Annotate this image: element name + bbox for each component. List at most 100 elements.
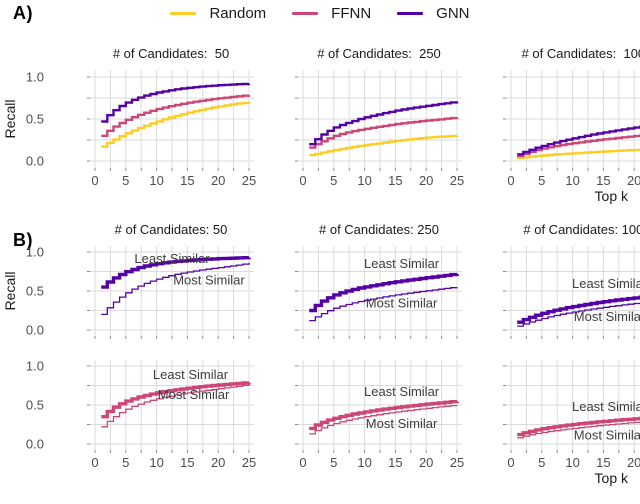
series-most-similar [517,302,640,327]
x-tick-label: 20 [210,173,226,188]
chart-svg: Least Similar Most Similar [295,360,462,453]
legend-line-ffnn-icon [292,11,319,16]
legend: Random FFNN GNN [0,5,640,22]
x-tick-label: 15 [596,173,611,188]
panel-b-ffnn-charts: 1.0 0.5 0.0 Least Similar Most Similar 0 5 10 15… [0,358,640,470]
series-most-similar [309,404,458,435]
legend-line-random-icon [170,11,197,16]
x-tick-label: 15 [388,455,403,470]
x-tick-label: 25 [241,455,257,470]
x-tick-label: 15 [388,173,403,188]
panel-b-gnn-charts: Recall 1.0 0.5 0.0 # of Candidates: 50 Least … [0,218,640,340]
legend-label-ffnn: FFNN [331,5,372,22]
series-gnn [309,101,459,146]
series-most-similar [309,287,458,322]
annotation-least-similar: Least Similar [364,256,440,271]
legend-item-gnn: GNN [397,5,470,22]
x-axis-label-b: Top k [594,470,628,486]
annotation-most-similar: Most Similar [158,387,230,402]
legend-label-gnn: GNN [436,5,470,22]
y-tick-label: 1.0 [25,358,44,374]
x-tick-label: 25 [449,173,465,188]
chart-svg [295,70,462,171]
facet-title: # of Candidates: 1000 [523,222,640,237]
x-tick-label: 10 [149,173,164,188]
legend-line-gnn-icon [397,11,424,16]
x-tick-label: 5 [538,455,546,470]
annotation-least-similar: Least Similar [572,399,640,414]
x-tick-label: 25 [449,455,465,470]
y-tick-label: 0.5 [25,283,44,299]
facet-title: # of Candidates: 250 [317,46,441,61]
x-tick-label: 20 [418,455,434,470]
chart-svg: Least Similar Most Similar [503,246,640,339]
series-least-similar [309,400,459,431]
annotation-most-similar: Most Similar [574,428,640,443]
facet-b-ffnn-0: Least Similar Most Similar 0 5 10 15 20 25 [86,360,256,470]
facet-title: # of Candidates: 50 [114,222,228,237]
panel-b-label: B) [13,230,33,250]
annotation-most-similar: Most Similar [574,309,640,324]
facet-a-1: # of Candidates: 250 0 5 10 15 20 25 [294,42,464,188]
x-tick-label: 10 [565,455,580,470]
y-tick-label: 1.0 [25,69,44,85]
series-gnn [517,125,640,156]
facet-b-gnn-2: # of Candidates: 1000 Least Similar Most S… [502,218,640,340]
y-axis-gutter: Recall 1.0 0.5 0.0 [0,218,48,340]
chart-svg: Least Similar Most Similar [87,360,254,453]
series-least-similar [517,295,640,324]
series-random [101,101,251,148]
panel-a-label: A) [13,3,33,23]
x-tick-label: 20 [626,455,640,470]
x-axis-label-a: Top k [594,188,628,204]
x-tick-label: 5 [122,173,130,188]
x-tick-label: 0 [91,455,99,470]
legend-item-random: Random [170,5,266,22]
y-axis-gutter: Recall 1.0 0.5 0.0 [0,42,48,188]
y-tick-label: 0.0 [25,153,44,169]
facet-title: # of Candidates: 1000 [521,46,640,61]
annotation-least-similar: Least Similar [364,384,440,399]
annotation-least-similar: Least Similar [153,367,229,382]
annotation-most-similar: Most Similar [366,416,438,431]
x-tick-label: 20 [626,173,640,188]
annotation-least-similar: Least Similar [572,276,640,291]
x-tick-label: 20 [418,173,434,188]
annotation-least-similar: Least Similar [134,251,210,266]
series-least-similar [309,272,459,313]
chart-svg: Least Similar Most Similar [295,246,462,339]
y-axis-gutter: 1.0 0.5 0.0 [0,358,48,470]
facet-title: # of Candidates: 250 [319,222,439,237]
legend-item-ffnn: FFNN [292,5,371,22]
series-least-similar [101,381,251,419]
x-tick-label: 15 [596,455,611,470]
y-tick-label: 0.5 [25,397,44,413]
x-tick-label: 15 [180,173,195,188]
y-axis-title: Recall [2,99,18,139]
panel-a-charts: Recall 1.0 0.5 0.0 # of Candidates: 50 0 5 10 15… [0,42,640,188]
facet-b-gnn-1: # of Candidates: 250 Least Similar Most Si… [294,218,464,340]
x-tick-label: 0 [299,173,307,188]
x-tick-label: 10 [357,173,372,188]
x-tick-label: 5 [330,455,338,470]
x-tick-label: 5 [538,173,546,188]
series-most-similar [101,262,250,316]
series-least-similar [517,416,640,437]
facet-b-gnn-0: # of Candidates: 50 Least Similar Most Sim… [86,218,256,340]
series-ffnn [309,116,459,149]
chart-svg [87,70,254,171]
series-most-similar [517,421,640,439]
facet-b-ffnn-1: Least Similar Most Similar 0 5 10 15 20 25 [294,360,464,470]
chart-svg: Least Similar Most Similar [87,246,254,339]
series-gnn [101,82,251,123]
figure-header: A) Random FFNN GNN [0,0,640,26]
x-tick-label: 5 [122,455,130,470]
legend-label-random: Random [209,5,267,22]
chart-svg: Least Similar Most Similar [503,360,640,453]
